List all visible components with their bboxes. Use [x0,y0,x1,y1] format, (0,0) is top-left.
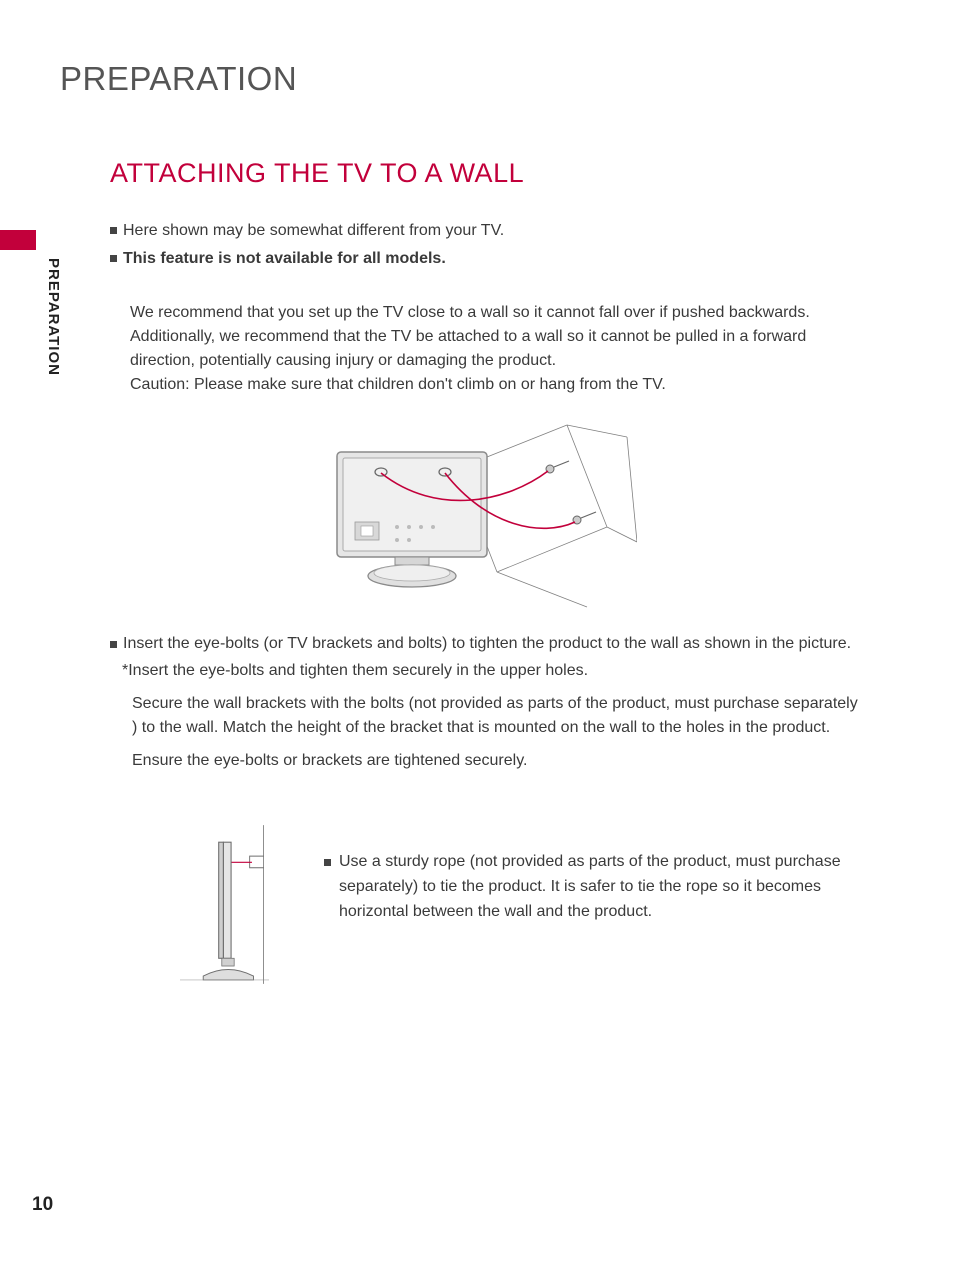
bullet-text: Here shown may be somewhat different fro… [123,219,504,243]
square-bullet-icon [324,859,331,866]
paragraph: Additionally, we recommend that the TV b… [130,325,870,373]
page-title: PREPARATION [60,60,884,98]
rope-note: Use a sturdy rope (not provided as parts… [324,850,844,924]
rope-note-text: Use a sturdy rope (not provided as parts… [339,850,844,924]
page-number: 10 [32,1194,53,1216]
note-bullets: Here shown may be somewhat different fro… [110,219,884,271]
instruction-subtext: *Insert the eye-bolts and tighten them s… [122,659,864,684]
instruction-paragraph: Ensure the eye-bolts or brackets are tig… [132,749,864,774]
instruction-paragraph: Secure the wall brackets with the bolts … [132,692,864,742]
figure2-row: Use a sturdy rope (not provided as parts… [180,802,844,1007]
instruction-text: Insert the eye-bolts (or TV brackets and… [123,632,851,657]
instruction-item: Insert the eye-bolts (or TV brackets and… [110,632,864,657]
square-bullet-icon [110,641,117,648]
accent-tab [0,230,36,250]
intro-paragraphs: We recommend that you set up the TV clos… [130,301,870,397]
instruction-block: Insert the eye-bolts (or TV brackets and… [110,632,864,774]
tv-wall-diagram [317,417,637,612]
manual-page: PREPARATION PREPARATION ATTACHING THE TV… [0,0,954,1272]
paragraph: Caution: Please make sure that children … [130,373,870,397]
section-heading: ATTACHING THE TV TO A WALL [110,158,884,189]
bullet-text: This feature is not available for all mo… [123,247,446,271]
bullet-item: Here shown may be somewhat different fro… [110,219,884,243]
side-section-label: PREPARATION [45,258,62,376]
square-bullet-icon [110,255,117,262]
square-bullet-icon [110,227,117,234]
bullet-item: This feature is not available for all mo… [110,247,884,271]
tv-side-profile-diagram [180,802,269,1007]
paragraph: We recommend that you set up the TV clos… [130,301,870,325]
